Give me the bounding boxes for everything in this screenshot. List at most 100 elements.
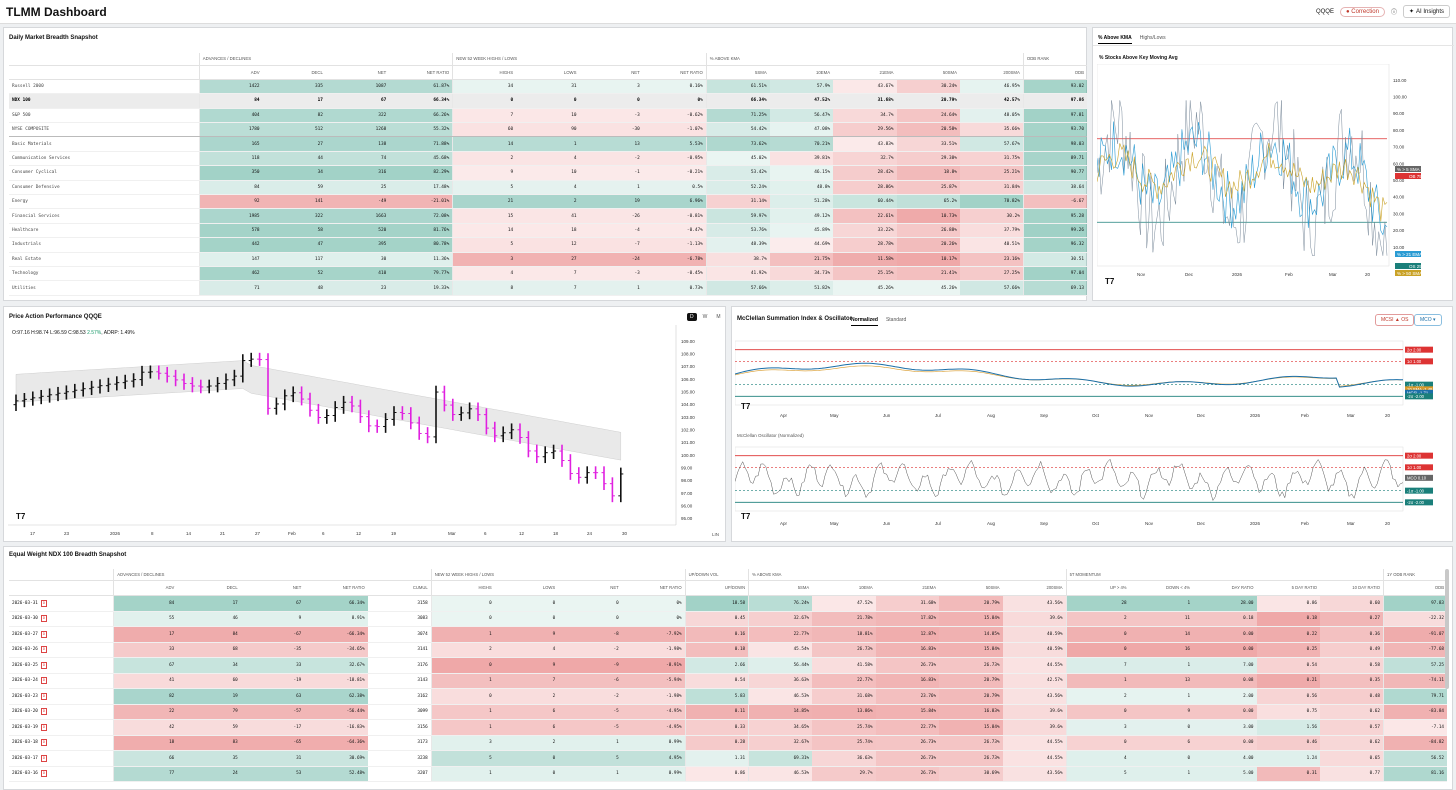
timeframe-w[interactable]: W <box>702 314 708 320</box>
distribution-day-icon[interactable]: D <box>40 770 47 778</box>
table-row[interactable]: 2026-03-25 D 67 34 33 32.67% 3176 0 9 -9 -8.91% 2.6… <box>9 657 1447 674</box>
column-header[interactable]: UP > 4% <box>1065 580 1130 596</box>
column-header[interactable]: NET RATIO <box>304 580 368 596</box>
column-header[interactable] <box>9 580 114 596</box>
column-header[interactable]: NET <box>558 580 622 596</box>
table-row[interactable]: 2026-03-20 D 22 79 -57 -56.44% 3099 1 6 -5 -4.95% 0… <box>9 704 1447 720</box>
distribution-day-icon[interactable]: D <box>40 661 47 669</box>
distribution-day-icon[interactable]: D <box>40 599 47 607</box>
table-cell: 24 <box>177 766 241 782</box>
table-row[interactable]: 2026-03-31 D 84 17 67 66.34% 3158 0 0 0 0% 18.58 76.… <box>9 595 1447 612</box>
column-header[interactable]: 21EMA <box>833 65 897 80</box>
column-header[interactable]: 200SMA <box>959 65 1024 80</box>
table-row[interactable]: Technology 462 52 410 79.77% 4 7 -3 -0.45% 41.92%… <box>9 266 1087 282</box>
table-row[interactable]: Real Estate 147 117 30 11.36% 3 27 -24 -6.78% 38.… <box>9 252 1087 267</box>
tab-standard[interactable]: Standard <box>885 317 907 323</box>
column-header[interactable]: 50SMA <box>896 65 960 80</box>
table-row[interactable]: 2026-03-30 D 55 46 9 8.91% 3083 0 0 0 0% 0.45 32.67%… <box>9 611 1447 627</box>
table-row[interactable]: Utilities 71 48 23 19.33% 8 7 1 0.73% 57.66% 51.82… <box>9 280 1087 296</box>
distribution-day-icon[interactable]: D <box>40 739 47 747</box>
distribution-day-icon[interactable]: D <box>40 615 47 623</box>
table-row[interactable]: Financial Services 1985 322 1663 72.08% 15 41-… <box>9 208 1087 224</box>
column-header[interactable]: NET RATIO <box>642 65 707 80</box>
column-header[interactable]: DECL <box>262 65 326 80</box>
table-row[interactable]: Basic Materials 165 27 138 71.88% 14 1 13 5.53% 7… <box>9 136 1087 152</box>
table-row[interactable]: 2026-03-27 D 17 84 -67 -66.34% 3074 1 9 -8 -7.92% 0… <box>9 626 1447 643</box>
table-row[interactable]: NDX 100 84 17 67 66.34% 0 0 0 0% 66.34% 47.52% 31.6… <box>9 93 1087 109</box>
column-header[interactable]: HIGHS <box>430 580 495 596</box>
mcsi-chip[interactable]: MCSI ▲ OS <box>1375 314 1415 326</box>
table-cell: 76.24% <box>748 595 813 612</box>
ew-scrollbar[interactable] <box>1445 569 1449 689</box>
timeframe-m[interactable]: M <box>716 314 721 320</box>
column-header[interactable]: NET RATIO <box>621 580 686 596</box>
column-header[interactable]: DECL <box>177 580 241 596</box>
table-cell: -1.13% <box>642 237 707 253</box>
table-cell: 0.36 <box>1320 626 1384 643</box>
distribution-day-icon[interactable]: D <box>40 708 47 716</box>
column-header[interactable] <box>9 65 200 80</box>
column-header[interactable]: 10EMA <box>769 65 834 80</box>
column-header[interactable]: ODB <box>1382 580 1447 596</box>
column-header[interactable]: 10EMA <box>812 580 876 596</box>
column-header[interactable]: CUMUL <box>367 580 432 596</box>
table-row[interactable]: 2026-03-17 D 66 35 31 30.69% 3238 5 0 5 4.95% 1.31 6… <box>9 750 1447 767</box>
column-header[interactable]: ADV <box>113 580 178 596</box>
distribution-day-icon[interactable]: D <box>40 630 47 638</box>
column-header[interactable]: 5SMA <box>748 580 813 596</box>
column-header[interactable]: LOWS <box>494 580 559 596</box>
column-header[interactable]: 21EMA <box>875 580 940 596</box>
table-cell: 28.00 <box>1193 595 1257 612</box>
distribution-day-icon[interactable]: D <box>40 754 47 762</box>
column-header[interactable]: 200SMA <box>1002 580 1067 596</box>
table-row[interactable]: Industrials 442 47 395 80.78% 5 12 -7 -1.13% 48.3… <box>9 237 1087 253</box>
column-header[interactable]: ODB <box>1022 65 1087 80</box>
distribution-day-icon[interactable]: D <box>40 677 47 685</box>
tab-above-kma[interactable]: % Above KMA <box>1098 33 1132 44</box>
table-row[interactable]: 2026-03-16 D 77 24 53 52.48% 3207 1 0 1 0.99% 0.86 4… <box>9 766 1447 782</box>
column-header[interactable]: DAY RATIO <box>1193 580 1257 596</box>
timeframe-d[interactable]: D <box>687 313 697 321</box>
table-cell: 14 <box>1129 626 1194 643</box>
tab-highs-lows[interactable]: Highs/Lows <box>1139 35 1166 41</box>
tab-normalized[interactable]: Normalized <box>851 315 878 326</box>
table-row[interactable]: NYSE COMPOSITE 1780 512 1268 55.32% 60 90 -30 -1… <box>9 122 1087 138</box>
distribution-day-icon[interactable]: D <box>40 646 47 654</box>
table-row[interactable]: 2026-03-24 D 41 60 -19 -18.81% 3143 1 7 -6 -5.94% 0… <box>9 673 1447 689</box>
distribution-day-icon[interactable]: D <box>40 692 47 700</box>
table-cell: 47 <box>262 237 326 253</box>
info-icon[interactable]: ⓘ <box>1390 10 1397 16</box>
table-row[interactable]: Communication Services 118 44 74 45.68% 2 4 -2-… <box>9 151 1087 167</box>
column-header[interactable]: NET <box>579 65 643 80</box>
column-header[interactable]: 50SMA <box>939 580 1003 596</box>
column-header[interactable]: HIGHS <box>452 65 517 80</box>
column-header[interactable]: 10 DAY RATIO <box>1320 580 1384 596</box>
column-header[interactable]: 5SMA <box>705 65 770 80</box>
log-scale-toggle[interactable]: LIN <box>712 532 719 537</box>
distribution-day-icon[interactable]: D <box>40 723 47 731</box>
ticker-label[interactable]: QQQE <box>1315 8 1334 15</box>
column-header[interactable]: UP/DOWN <box>684 580 749 596</box>
table-row[interactable]: 2026-03-26 D 33 68 -35 -34.65% 3141 2 4 -2 -1.98% 0… <box>9 642 1447 658</box>
table-row[interactable]: Energy 92 141 -49 -21.01% 21 2 19 6.96% 31.14% 51.… <box>9 194 1087 210</box>
ai-insights-button[interactable]: ✦ AI Insights <box>1402 5 1450 18</box>
column-header[interactable]: 5 DAY RATIO <box>1256 580 1320 596</box>
table-row[interactable]: Russell 2000 1422 335 1087 61.87% 34 31 3 0.16% 6… <box>9 79 1087 95</box>
mc-level-label: 10 SMA -1.49 <box>1407 387 1433 392</box>
column-header[interactable]: NET RATIO <box>389 65 453 80</box>
column-header[interactable]: NET <box>325 65 390 80</box>
table-row[interactable]: 2026-03-23 D 82 19 63 62.38% 3162 0 2 -2 -1.98% 5.8… <box>9 688 1447 705</box>
table-row[interactable]: Healthcare 578 58 520 81.76% 14 18 -4 -0.47% 53.7… <box>9 223 1087 239</box>
column-header[interactable]: NET <box>240 580 305 596</box>
table-cell: 0.18 <box>1193 611 1257 627</box>
table-row[interactable]: Consumer Defensive 84 59 25 17.48% 5 4 1 0.5% 52.… <box>9 180 1087 196</box>
table-row[interactable]: 2026-03-18 D 18 83 -65 -64.36% 3173 3 2 1 0.99% 0.2… <box>9 735 1447 751</box>
table-row[interactable]: 2026-03-19 D 42 59 -17 -16.83% 3156 1 6 -5 -4.95% 0… <box>9 719 1447 736</box>
table-row[interactable]: S&P 500 404 82 322 66.26% 7 10 -3 -0.62% 71.25% 56… <box>9 108 1087 124</box>
column-header[interactable]: ADV <box>198 65 263 80</box>
table-row[interactable]: Consumer Cyclical 350 34 316 82.29% 9 10 -1 -0.2… <box>9 165 1087 181</box>
table-cell: 404 <box>198 108 263 124</box>
column-header[interactable]: DOWN < 4% <box>1129 580 1194 596</box>
mco-chip[interactable]: MCO ▾ <box>1414 314 1442 326</box>
column-header[interactable]: LOWS <box>516 65 580 80</box>
